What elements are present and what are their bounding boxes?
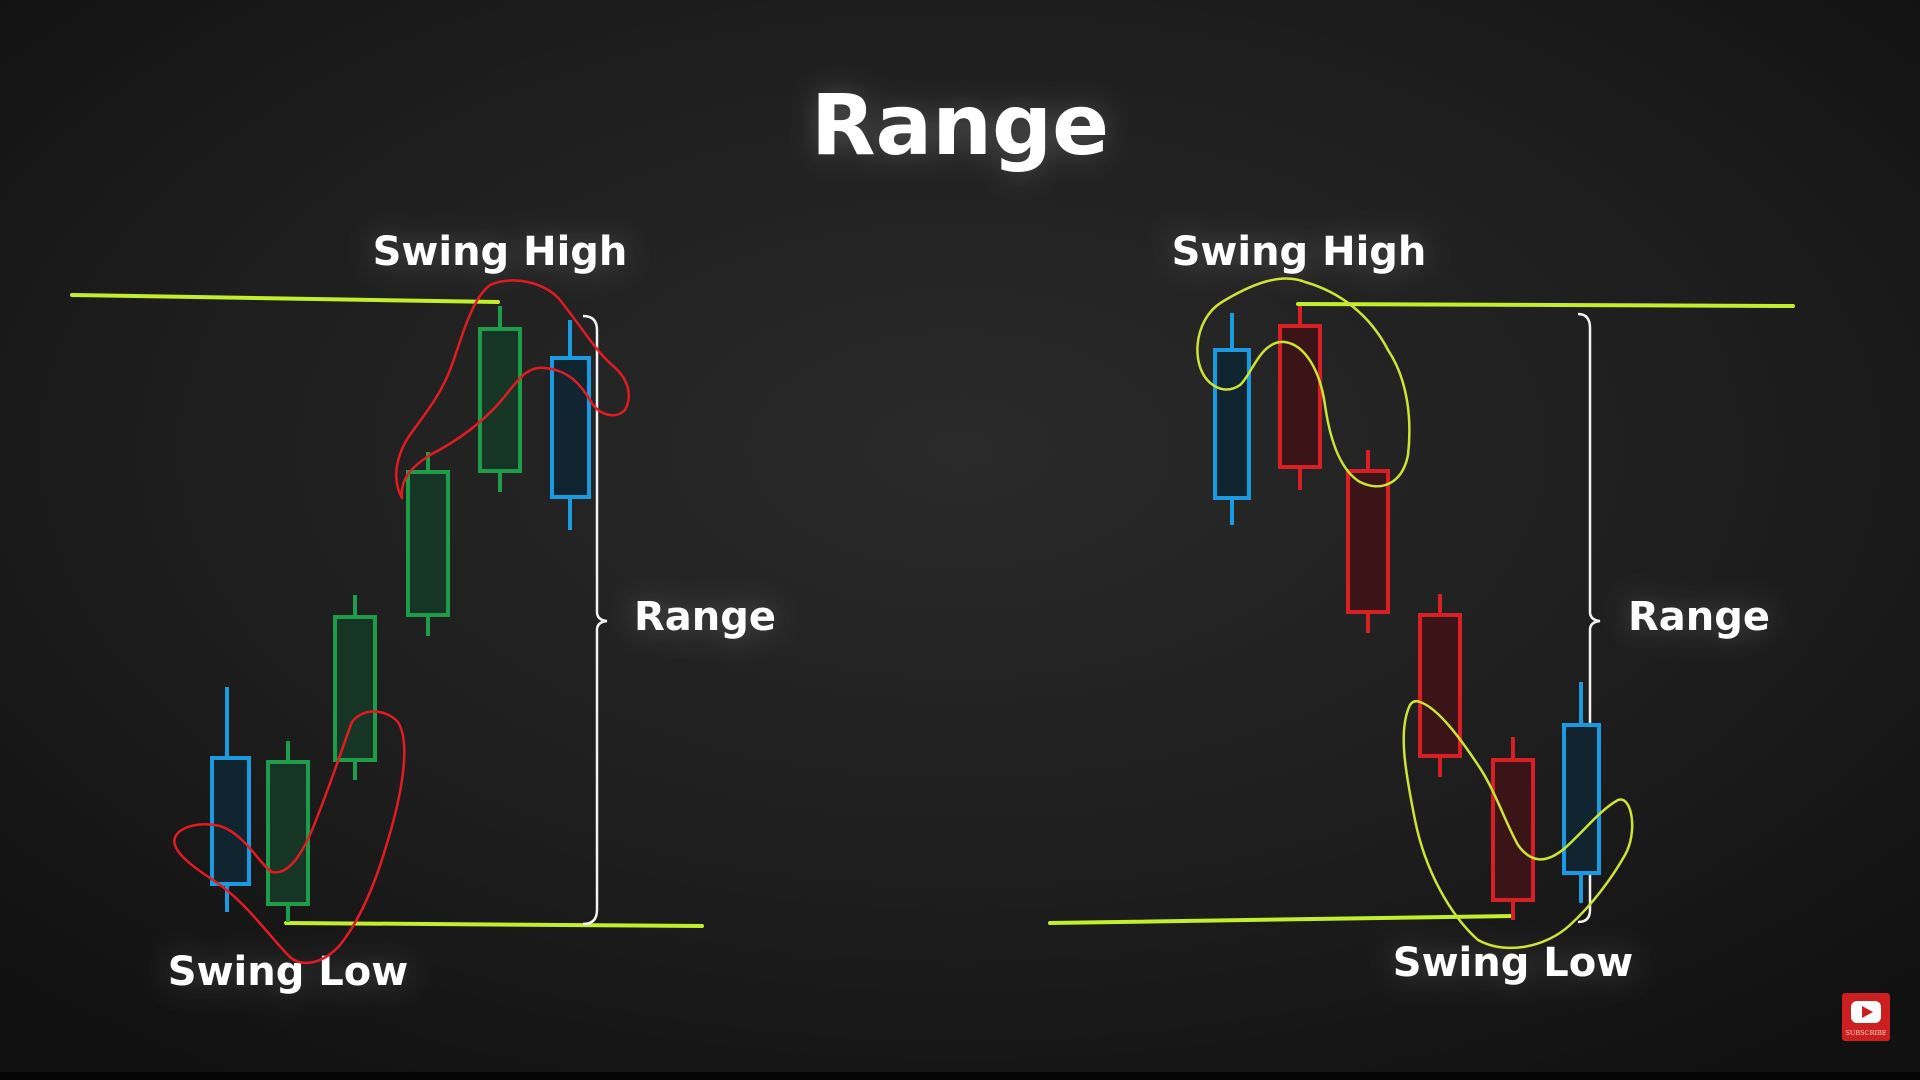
candle [333,595,377,780]
candle [550,320,591,530]
candle [1346,450,1390,633]
swing-low-annotation [173,710,406,965]
range-label: Range [1628,594,1770,640]
candle [1562,682,1601,903]
subscribe-badge[interactable]: SUBSCRIBE [1842,993,1890,1041]
swing-high-label: Swing High [373,229,628,275]
subscribe-label: SUBSCRIBE [1845,1029,1886,1037]
page-title: Range [811,76,1109,174]
candle [1418,594,1462,777]
candle [266,741,310,922]
youtube-play-icon [1851,1001,1881,1023]
panel-uptrend-range: Swing High Range Swing Low [70,229,776,995]
swing-high-line [70,293,500,304]
candle [1491,737,1535,920]
swing-high-line [1296,302,1795,308]
range-bracket [1577,312,1601,924]
swing-high-annotation [395,279,630,500]
swing-high-annotation [1196,277,1411,488]
range-bracket [582,314,608,926]
candle [1213,313,1251,525]
candle [210,687,251,912]
candle [406,452,450,636]
panel-downtrend-range: Swing High Range Swing Low [1048,229,1795,986]
swing-high-label: Swing High [1172,229,1427,275]
candle [1278,306,1322,490]
swing-low-annotation [1402,699,1634,950]
candlestick-group [210,306,591,922]
range-label: Range [634,594,776,640]
swing-low-line [1048,914,1515,925]
candlestick-group [1213,306,1601,920]
bottom-bar [0,1072,1920,1080]
candle [478,306,522,492]
